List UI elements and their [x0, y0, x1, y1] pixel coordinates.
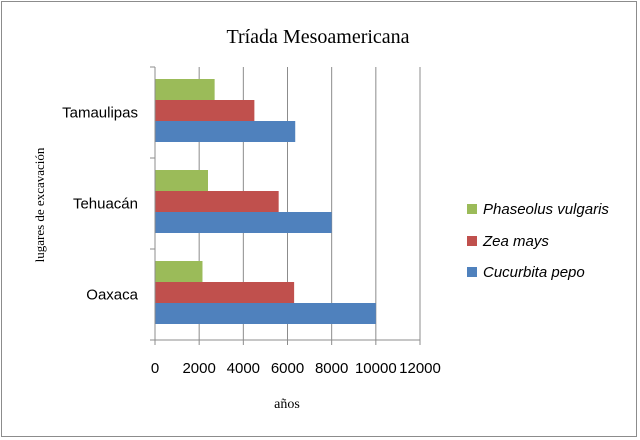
- axes: 0 2000 4000 6000 8000 10000 12000 Tamaulipas Teh…: [62, 66, 441, 377]
- x-tick-label: 4000: [227, 360, 260, 377]
- x-axis-label: años: [274, 397, 300, 412]
- bar: [155, 79, 215, 100]
- legend: Phaseolus vulgaris Zea mays Cucurbita pepo: [467, 201, 609, 281]
- x-tick-label: 8000: [315, 360, 348, 377]
- bar: [155, 121, 296, 142]
- bar: [155, 191, 279, 212]
- y-axis-label: lugares de excavación: [32, 147, 47, 262]
- x-tick-label: 2000: [182, 360, 215, 377]
- x-tick-label: 6000: [271, 360, 304, 377]
- legend-swatch: [467, 267, 477, 277]
- bar: [155, 261, 203, 282]
- x-tick-label: 0: [151, 360, 159, 377]
- y-category-label: Tehuacán: [73, 196, 138, 213]
- y-category-label: Tamaulipas: [62, 105, 138, 122]
- legend-swatch: [467, 236, 477, 246]
- legend-label: Cucurbita pepo: [483, 264, 585, 281]
- bar: [155, 170, 208, 191]
- bar: [155, 282, 295, 303]
- legend-label: Zea mays: [482, 233, 549, 250]
- y-category-label: Oaxaca: [86, 287, 138, 304]
- bar: [155, 100, 255, 121]
- chart-title: Tríada Mesoamericana: [226, 26, 409, 48]
- bar: [155, 303, 376, 324]
- x-tick-label: 12000: [399, 360, 441, 377]
- legend-swatch: [467, 204, 477, 214]
- legend-label: Phaseolus vulgaris: [483, 201, 609, 218]
- x-tick-label: 10000: [355, 360, 397, 377]
- bar: [155, 212, 332, 233]
- bars: [155, 79, 376, 324]
